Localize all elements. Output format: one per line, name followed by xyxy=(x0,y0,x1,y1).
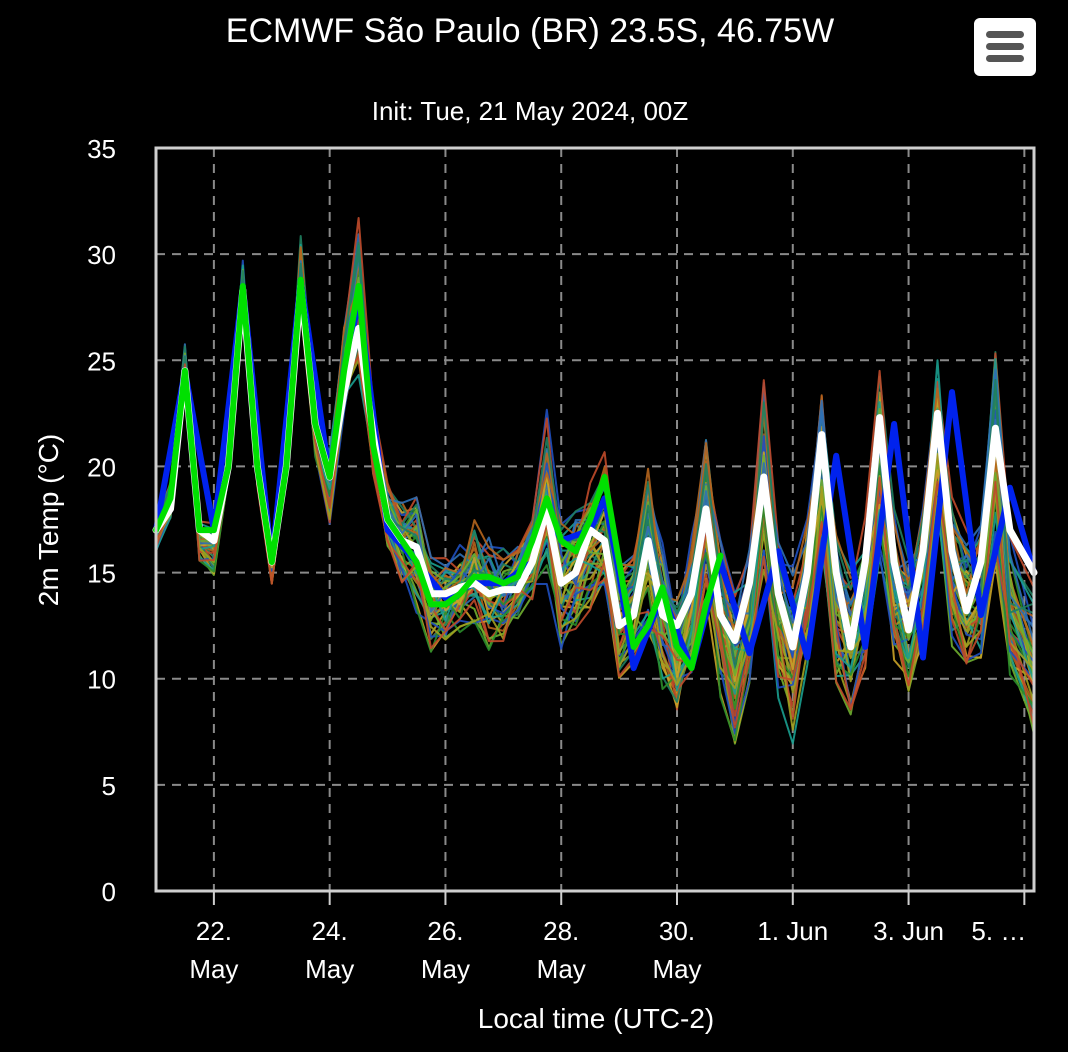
y-tick-label: 5 xyxy=(102,771,116,801)
x-tick-label: 1. Jun xyxy=(757,916,828,946)
series-line-highres xyxy=(153,276,724,672)
x-tick-label: 24. xyxy=(312,916,348,946)
x-tick-label: 3. Jun xyxy=(873,916,944,946)
x-tick-label-month: May xyxy=(189,954,238,984)
x-axis-ticks: 22. May 24. May 26. May 28. May 30. May 1. Jun 3. J… xyxy=(189,891,1026,984)
y-axis-ticks: 0 5 10 15 20 25 30 35 xyxy=(87,134,116,907)
x-tick-label: 22. xyxy=(196,916,232,946)
chart-subtitle: Init: Tue, 21 May 2024, 00Z xyxy=(372,96,689,126)
y-axis-title: 2m Temp (°C) xyxy=(33,434,64,606)
y-tick-label: 10 xyxy=(87,665,116,695)
x-tick-label-month: May xyxy=(421,954,470,984)
chart-menu-button[interactable] xyxy=(974,18,1036,76)
plot-frame xyxy=(154,146,1036,893)
y-tick-label: 0 xyxy=(102,877,116,907)
main-series xyxy=(152,276,1038,672)
y-tick-label: 35 xyxy=(87,134,116,164)
x-tick-label: 5. … xyxy=(971,916,1026,946)
x-tick-label: 30. xyxy=(659,916,695,946)
series-line-control xyxy=(153,276,1037,672)
x-axis-title: Local time (UTC-2) xyxy=(478,1003,714,1034)
x-tick-label-month: May xyxy=(537,954,586,984)
x-tick-label: 26. xyxy=(427,916,463,946)
y-tick-label: 15 xyxy=(87,559,116,589)
y-tick-label: 20 xyxy=(87,452,116,482)
chart-title: ECMWF São Paulo (BR) 23.5S, 46.75W xyxy=(226,12,834,50)
y-tick-label: 30 xyxy=(87,240,116,270)
x-tick-label-month: May xyxy=(652,954,701,984)
y-tick-label: 25 xyxy=(87,346,116,376)
x-tick-label-month: May xyxy=(305,954,354,984)
x-tick-label: 28. xyxy=(543,916,579,946)
